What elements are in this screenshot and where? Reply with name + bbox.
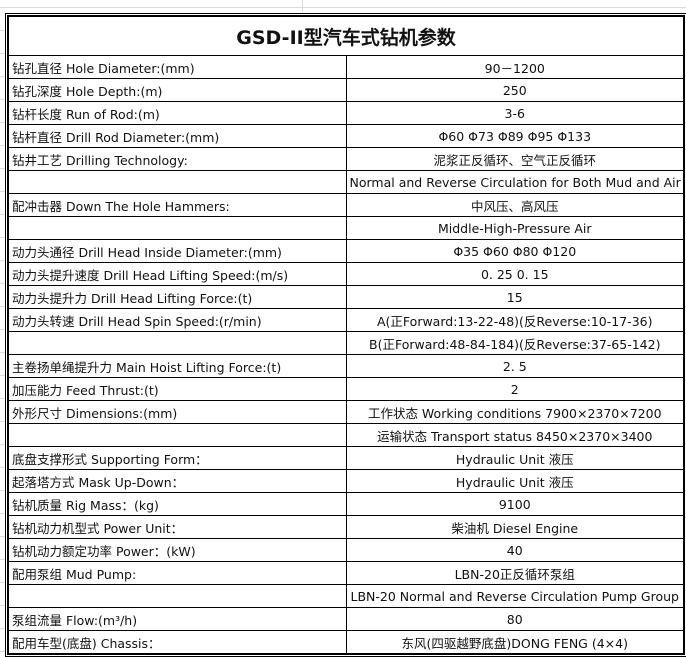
spec-sheet: GSD-II型汽车式钻机参数 钻孔直径 Hole Diameter:(mm) 90… [5, 13, 686, 657]
parameter-label: 钻井工艺 Drilling Technology: [8, 147, 347, 171]
table-row: 配用车型(底盘) Chassis： 东风(四驱越野底盘)DONG FENG (4×… [8, 630, 684, 654]
table-row: 钻孔直径 Hole Diameter:(mm) 90－1200 [8, 55, 684, 79]
parameter-value: 9100 [345, 492, 684, 516]
parameter-value: 250 [345, 78, 684, 102]
table-row: 动力头转速 Drill Head Spin Speed:(r/min) A(正Fo… [8, 308, 684, 332]
parameter-value: 2. 5 [345, 354, 684, 378]
parameter-label: 钻机动力机型式 Power Unit： [8, 515, 347, 539]
parameter-value: Middle-High-Pressure Air [345, 216, 684, 240]
parameter-value: 泥浆正反循环、空气正反循环 [345, 147, 684, 171]
table-row: 外形尺寸 Dimensions:(mm) 工作状态 Working conditi… [8, 400, 684, 424]
table-row: 底盘支撑形式 Supporting Form： Hydraulic Unit 液压 [8, 446, 684, 470]
parameter-value: 2 [345, 377, 684, 401]
parameter-label: 主卷扬单绳提升力 Main Hoist Lifting Force:(t) [8, 354, 347, 378]
parameter-label: 外形尺寸 Dimensions:(mm) [8, 400, 347, 424]
parameter-label: 配用泵组 Mud Pump: [8, 561, 347, 585]
table-row: 钻机动力机型式 Power Unit： 柴油机 Diesel Engine [8, 515, 684, 539]
parameter-value: LBN-20 Normal and Reverse Circulation Pu… [345, 584, 684, 608]
table-row: 钻杆直径 Drill Rod Diameter:(mm) Φ60 Φ73 Φ89 … [8, 124, 684, 148]
table-row: 钻机质量 Rig Mass：(kg) 9100 [8, 492, 684, 516]
parameter-label: 底盘支撑形式 Supporting Form： [8, 446, 347, 470]
parameter-label: 配用车型(底盘) Chassis： [8, 630, 347, 654]
parameter-value: 90－1200 [345, 55, 684, 79]
parameter-value: Φ60 Φ73 Φ89 Φ95 Φ133 [345, 124, 684, 148]
parameter-value: B(正Forward:48-84-184)(反Reverse:37-65-142… [345, 331, 684, 355]
parameter-value: 东风(四驱越野底盘)DONG FENG (4×4) [345, 630, 684, 654]
parameter-value: Φ35 Φ60 Φ80 Φ120 [345, 239, 684, 263]
table-row: 动力头通径 Drill Head Inside Diameter:(mm) Φ35… [8, 239, 684, 263]
parameter-value: A(正Forward:13-22-48)(反Reverse:10-17-36) [345, 308, 684, 332]
parameter-value: 80 [345, 607, 684, 631]
parameter-label: 起落塔方式 Mask Up-Down： [8, 469, 347, 493]
spec-table: GSD-II型汽车式钻机参数 钻孔直径 Hole Diameter:(mm) 90… [8, 16, 684, 654]
parameter-label: 加压能力 Feed Thrust:(t) [8, 377, 347, 401]
table-row: 钻机动力额定功率 Power：(kW) 40 [8, 538, 684, 562]
parameter-value: LBN-20正反循环泵组 [345, 561, 684, 585]
parameter-label: 钻孔深度 Hole Depth:(m) [8, 78, 347, 102]
table-row: 泵组流量 Flow:(m³/h) 80 [8, 607, 684, 631]
table-row: 主卷扬单绳提升力 Main Hoist Lifting Force:(t) 2. … [8, 354, 684, 378]
parameter-label: 钻孔直径 Hole Diameter:(mm) [8, 55, 347, 79]
parameter-label: 钻杆长度 Run of Rod:(m) [8, 101, 347, 125]
table-row: 配用泵组 Mud Pump: LBN-20正反循环泵组 [8, 561, 684, 585]
parameter-label: 配冲击器 Down The Hole Hammers: [8, 193, 347, 217]
parameter-label: 泵组流量 Flow:(m³/h) [8, 607, 347, 631]
table-row: 起落塔方式 Mask Up-Down： Hydraulic Unit 液压 [8, 469, 684, 493]
parameter-value: 0. 25 0. 15 [345, 262, 684, 286]
parameter-label [8, 331, 347, 355]
table-row: 动力头提升力 Drill Head Lifting Force:(t) 15 [8, 285, 684, 309]
table-row: 钻井工艺 Drilling Technology: 泥浆正反循环、空气正反循环 [8, 147, 684, 171]
table-row: LBN-20 Normal and Reverse Circulation Pu… [8, 584, 684, 608]
parameter-label [8, 216, 347, 240]
table-row: B(正Forward:48-84-184)(反Reverse:37-65-142… [8, 331, 684, 355]
parameter-label: 钻杆直径 Drill Rod Diameter:(mm) [8, 124, 347, 148]
parameter-label: 钻机质量 Rig Mass：(kg) [8, 492, 347, 516]
parameter-label: 动力头提升力 Drill Head Lifting Force:(t) [8, 285, 347, 309]
table-row: 动力头提升速度 Drill Head Lifting Speed:(m/s) 0.… [8, 262, 684, 286]
parameter-value: Normal and Reverse Circulation for Both … [345, 170, 684, 194]
table-row: 配冲击器 Down The Hole Hammers: 中风压、高风压 [8, 193, 684, 217]
parameter-value: 40 [345, 538, 684, 562]
parameter-value: 工作状态 Working conditions 7900×2370×7200 [345, 400, 684, 424]
parameter-value: 柴油机 Diesel Engine [345, 515, 684, 539]
parameter-label: 钻机动力额定功率 Power：(kW) [8, 538, 347, 562]
parameter-value: 中风压、高风压 [345, 193, 684, 217]
parameter-label: 动力头转速 Drill Head Spin Speed:(r/min) [8, 308, 347, 332]
parameter-label: 动力头通径 Drill Head Inside Diameter:(mm) [8, 239, 347, 263]
title-row: GSD-II型汽车式钻机参数 [8, 16, 684, 56]
parameter-label [8, 170, 347, 194]
parameter-label [8, 423, 347, 447]
parameter-value: Hydraulic Unit 液压 [345, 469, 684, 493]
table-row: 加压能力 Feed Thrust:(t) 2 [8, 377, 684, 401]
table-row: Middle-High-Pressure Air [8, 216, 684, 240]
parameter-value: 3-6 [345, 101, 684, 125]
parameter-value: Hydraulic Unit 液压 [345, 446, 684, 470]
parameter-label: 动力头提升速度 Drill Head Lifting Speed:(m/s) [8, 262, 347, 286]
table-title: GSD-II型汽车式钻机参数 [8, 16, 684, 56]
parameter-value: 15 [345, 285, 684, 309]
table-row: 钻孔深度 Hole Depth:(m) 250 [8, 78, 684, 102]
table-row: Normal and Reverse Circulation for Both … [8, 170, 684, 194]
parameter-label [8, 584, 347, 608]
table-row: 运输状态 Transport status 8450×2370×3400 [8, 423, 684, 447]
parameter-value: 运输状态 Transport status 8450×2370×3400 [345, 423, 684, 447]
table-row: 钻杆长度 Run of Rod:(m) 3-6 [8, 101, 684, 125]
